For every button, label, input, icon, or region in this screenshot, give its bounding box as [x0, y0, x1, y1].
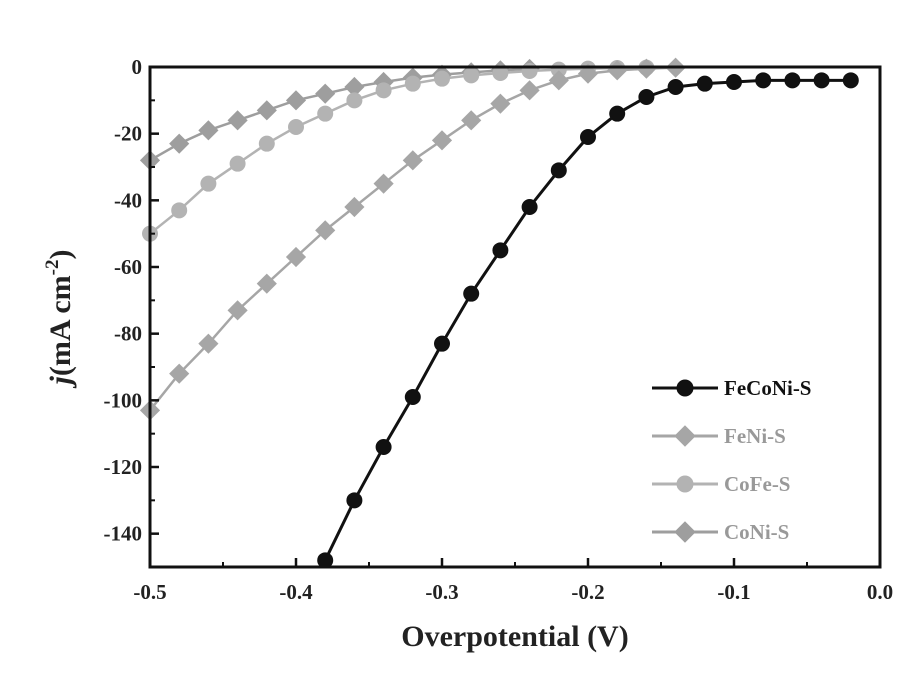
data-point-feconi-s-4 [434, 335, 450, 352]
y-tick-label-4: -80 [114, 322, 142, 346]
data-point-feconi-s-7 [521, 199, 538, 215]
data-point-cofe-s-10 [434, 70, 450, 87]
ticks-layer: -0.5 -0.4 -0.3 -0.2 -0.1 0.0 0 -20 -40 -60 -80 -100… [104, 55, 894, 604]
data-point-feconi-s-5 [463, 285, 480, 302]
data-point-cofe-s-4 [258, 135, 275, 152]
y-tick-label-2: -40 [114, 188, 142, 212]
data-point-feconi-s-13 [696, 75, 713, 92]
legend-label-feconi-s: FeCoNi-S [724, 376, 812, 400]
x-tick-label-5: 0.0 [867, 580, 893, 604]
data-point-coni-s-1 [169, 133, 190, 154]
data-point-feni-s-10 [431, 130, 453, 151]
x-tick-label-4: -0.1 [717, 580, 750, 604]
data-point-feconi-s-1 [346, 492, 363, 509]
data-point-feconi-s-6 [492, 242, 509, 259]
data-point-feni-s-5 [285, 246, 307, 268]
data-point-feconi-s-14 [726, 74, 742, 90]
data-point-feni-s-4 [256, 273, 277, 294]
data-point-cofe-s-2 [200, 175, 217, 192]
legend-label-feni-s: FeNi-S [724, 424, 786, 448]
data-point-coni-s-3 [227, 110, 248, 131]
y-axis-title-exponent: -2 [42, 260, 63, 276]
data-point-feni-s-6 [315, 220, 336, 241]
data-point-feni-s-15 [577, 63, 599, 84]
plot-background [150, 67, 880, 567]
y-tick-label-1: -20 [114, 122, 142, 146]
data-point-feconi-s-3 [404, 389, 421, 405]
data-point-feni-s-1 [169, 363, 190, 384]
legend-label-coni-s: CoNi-S [724, 520, 789, 544]
data-point-feconi-s-10 [609, 105, 626, 122]
legend-marker-coni-s [674, 521, 696, 543]
x-axis-title: Overpotential (V) [401, 620, 628, 653]
y-axis-title: j(mA cm-2) [42, 250, 77, 389]
legend-entry-feni-s: FeNi-S [652, 424, 786, 448]
data-point-cofe-s-6 [317, 105, 334, 122]
x-tick-label-3: -0.2 [571, 580, 604, 604]
y-axis-title-unit: (mA cm [44, 275, 77, 376]
legend-marker-feconi-s [676, 379, 694, 397]
y-tick-label-5: -100 [104, 388, 143, 412]
data-point-feni-s-13 [519, 80, 540, 101]
data-point-feni-s-2 [198, 333, 219, 354]
data-point-feconi-s-16 [784, 72, 801, 89]
data-point-coni-s-2 [198, 120, 219, 141]
data-point-coni-s-5 [285, 90, 307, 111]
data-point-cofe-s-11 [463, 67, 480, 84]
y-tick-label-3: -60 [114, 255, 142, 279]
legend-entry-cofe-s: CoFe-S [652, 472, 791, 496]
data-point-feconi-s-18 [842, 72, 859, 89]
data-point-feconi-s-8 [550, 162, 567, 179]
data-point-coni-s-4 [256, 100, 277, 121]
x-tick-label-2: -0.3 [425, 580, 458, 604]
data-point-feconi-s-15 [755, 72, 772, 89]
data-point-feconi-s-2 [375, 439, 392, 455]
x-tick-label-1: -0.4 [279, 580, 313, 604]
data-point-feni-s-14 [548, 70, 569, 91]
data-point-feconi-s-17 [813, 72, 830, 89]
data-point-feni-s-11 [461, 110, 482, 131]
legend-entry-coni-s: CoNi-S [652, 520, 789, 544]
data-point-feconi-s-12 [667, 79, 684, 95]
y-axis-title-close: ) [44, 250, 77, 260]
data-point-cofe-s-7 [346, 92, 363, 109]
data-point-feconi-s-9 [580, 129, 596, 145]
series-feconi-s [317, 72, 859, 569]
legend-label-cofe-s: CoFe-S [724, 472, 791, 496]
data-point-cofe-s-8 [375, 82, 392, 99]
legend-marker-cofe-s [676, 475, 694, 493]
legend-entry-feconi-s: FeCoNi-S [652, 376, 812, 400]
data-point-cofe-s-9 [404, 75, 421, 92]
y-axis-title-symbol: j [44, 375, 77, 388]
legend-marker-feni-s [674, 425, 696, 447]
data-point-feni-s-12 [490, 93, 511, 114]
data-point-cofe-s-5 [288, 119, 304, 135]
x-tick-label-0: -0.5 [133, 580, 166, 604]
y-tick-label-0: 0 [132, 55, 143, 79]
data-point-feni-s-8 [373, 173, 394, 194]
data-point-cofe-s-3 [229, 155, 246, 172]
data-point-feni-s-3 [227, 300, 248, 321]
data-point-cofe-s-1 [171, 202, 188, 219]
legend: FeCoNi-S FeNi-S CoFe-S CoNi-S [652, 376, 812, 544]
data-point-feni-s-7 [344, 196, 365, 218]
data-point-feconi-s-11 [638, 89, 655, 105]
data-point-feni-s-9 [402, 150, 423, 171]
data-point-coni-s-6 [315, 83, 336, 104]
y-tick-label-7: -140 [104, 522, 143, 546]
y-tick-label-6: -120 [104, 455, 143, 479]
